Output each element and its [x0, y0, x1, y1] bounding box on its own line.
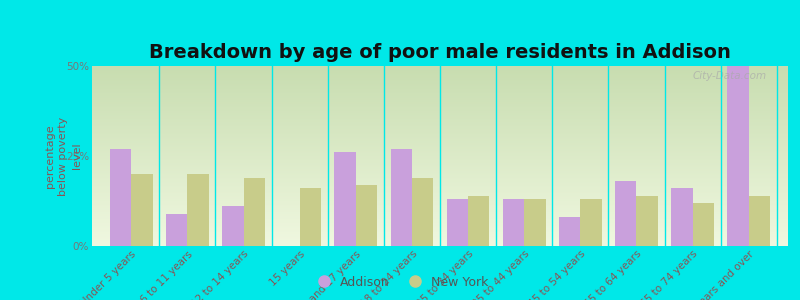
Bar: [559, 217, 580, 246]
Bar: [524, 199, 546, 246]
Bar: [334, 152, 356, 246]
Bar: [749, 196, 770, 246]
Title: Breakdown by age of poor male residents in Addison: Breakdown by age of poor male residents …: [149, 43, 731, 62]
Text: City-Data.com: City-Data.com: [693, 71, 767, 81]
Bar: [131, 174, 153, 246]
Bar: [446, 199, 468, 246]
Bar: [637, 196, 658, 246]
Bar: [468, 196, 490, 246]
Bar: [222, 206, 243, 246]
Bar: [580, 199, 602, 246]
Bar: [671, 188, 693, 246]
Bar: [503, 199, 524, 246]
Bar: [356, 185, 377, 246]
Bar: [412, 178, 434, 246]
Bar: [615, 181, 637, 246]
Bar: [243, 178, 265, 246]
Legend: Addison, New York: Addison, New York: [306, 271, 494, 294]
Bar: [166, 214, 187, 246]
Bar: [187, 174, 209, 246]
Y-axis label: percentage
below poverty
level: percentage below poverty level: [45, 116, 82, 196]
Bar: [693, 203, 714, 246]
Bar: [390, 149, 412, 246]
Bar: [300, 188, 321, 246]
Bar: [110, 149, 131, 246]
Bar: [727, 66, 749, 246]
